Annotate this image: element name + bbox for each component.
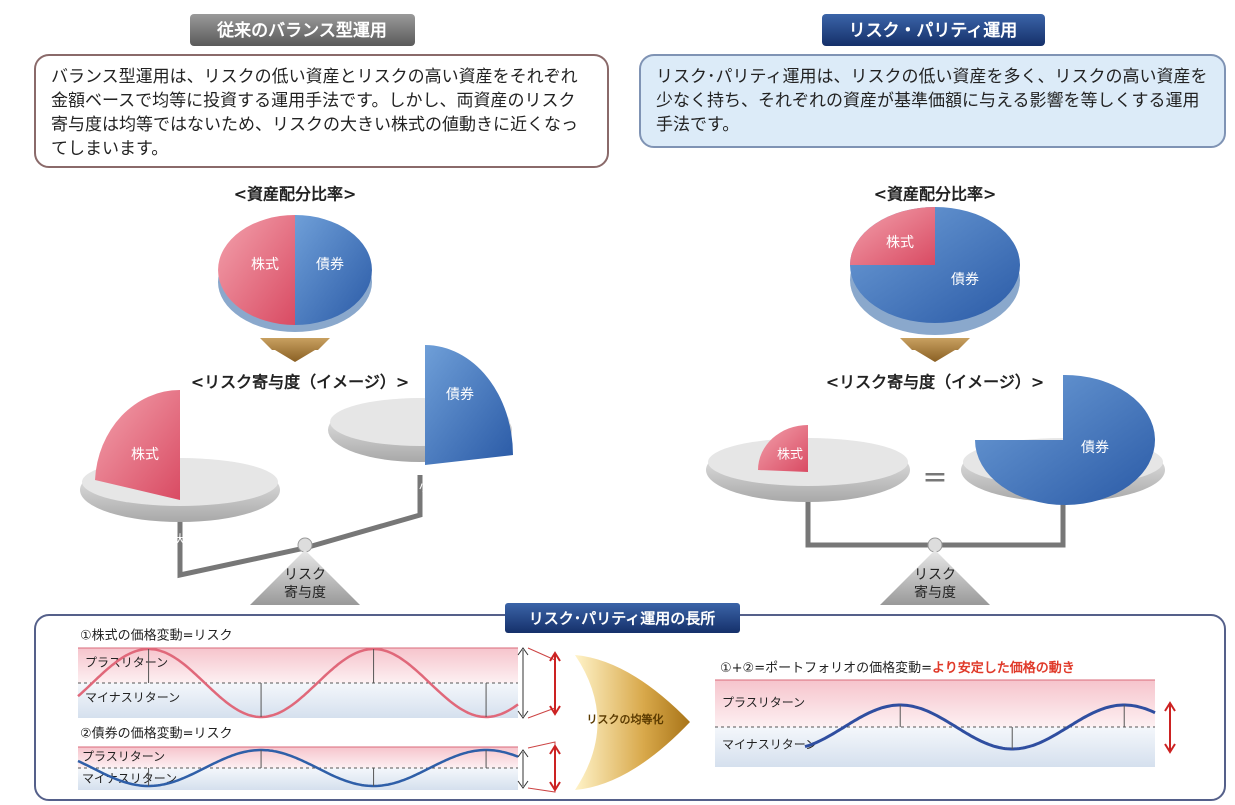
chart-title: ①+②=ポートフォリオの価格変動=より安定した価格の動き bbox=[720, 660, 1075, 676]
pie-label: 株式 bbox=[251, 257, 279, 273]
plus-label: プラスリターン bbox=[722, 696, 805, 710]
chart-title: ②債券の価格変動=リスク bbox=[80, 726, 233, 742]
pie-label: 債券 bbox=[316, 257, 344, 273]
left-title: 従来のバランス型運用 bbox=[216, 20, 387, 41]
down-arrow bbox=[260, 338, 330, 362]
left-risk-label: <リスク寄与度（イメージ）> bbox=[191, 373, 410, 392]
risk-slice-bond bbox=[425, 345, 513, 465]
pie-label: 債券 bbox=[446, 387, 474, 403]
merge-label: リスクの均等化 bbox=[587, 712, 664, 726]
chart-title: ①株式の価格変動=リスク bbox=[80, 628, 233, 644]
down-arrow bbox=[900, 338, 970, 362]
fulcrum-label: リスク bbox=[914, 567, 956, 583]
right-risk-label: <リスク寄与度（イメージ）> bbox=[826, 373, 1045, 392]
bottom-title: リスク･パリティ運用の長所 bbox=[529, 610, 716, 628]
fulcrum-label: 寄与度 bbox=[914, 584, 956, 601]
plus-label: プラスリターン bbox=[85, 656, 168, 670]
pie-label: 債券 bbox=[1081, 440, 1109, 456]
right-title: リスク・パリティ運用 bbox=[849, 21, 1018, 41]
left-description: バランス型運用は、リスクの低い資産とリスクの高い資産をそれぞれ金額ベースで均等に… bbox=[37, 57, 606, 165]
risk-slice-bond bbox=[975, 375, 1155, 505]
minus-label: マイナスリターン bbox=[722, 738, 817, 752]
plus-label: プラスリターン bbox=[82, 750, 165, 764]
pie-label: 株式 bbox=[131, 447, 159, 463]
scale-small: 小 bbox=[419, 480, 431, 494]
minus-label: マイナスリターン bbox=[85, 691, 180, 705]
chart-title-highlight: より安定した価格の動き bbox=[932, 660, 1075, 676]
pie-label: 債券 bbox=[951, 272, 979, 288]
left-allocation-label: <資産配分比率> bbox=[234, 185, 357, 204]
fulcrum-label: 寄与度 bbox=[284, 584, 326, 601]
scale-big: 大 bbox=[174, 533, 186, 547]
pie-label: 株式 bbox=[777, 448, 803, 463]
right-allocation-label: <資産配分比率> bbox=[874, 185, 997, 204]
pivot bbox=[928, 538, 942, 552]
fulcrum-label: リスク bbox=[284, 567, 326, 583]
right-description: リスク･パリティ運用は、リスクの低い資産を多く、リスクの高い資産を少なく持ち、そ… bbox=[642, 57, 1223, 145]
pivot bbox=[298, 538, 312, 552]
pie-label: 株式 bbox=[886, 235, 914, 251]
equals: = bbox=[922, 460, 947, 495]
page: 従来のバランス型運用 リスク・パリティ運用 <資産配分比率> 株式 債券 <リス… bbox=[0, 0, 1235, 805]
chart-title-main: ①+②=ポートフォリオの価格変動= bbox=[720, 660, 932, 676]
